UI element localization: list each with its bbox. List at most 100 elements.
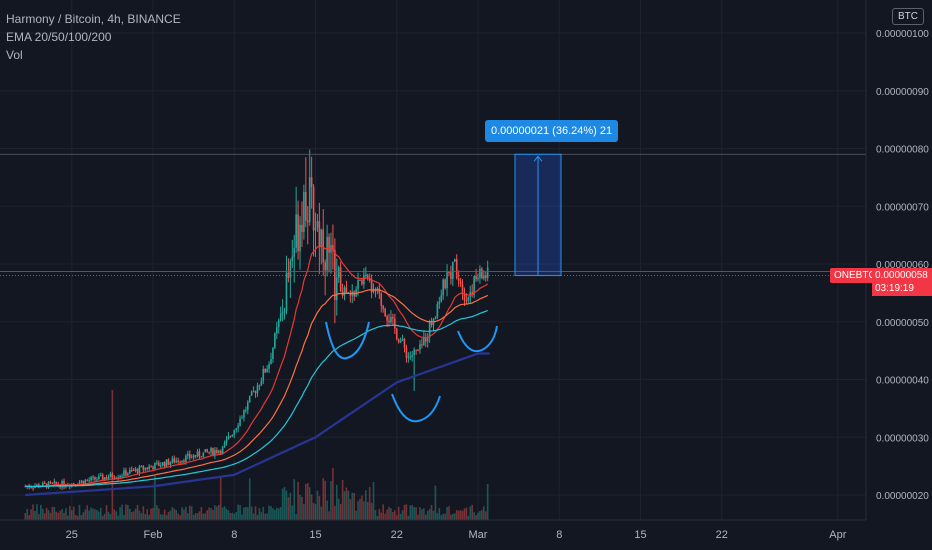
candle-body bbox=[241, 417, 243, 419]
volume-bar bbox=[24, 513, 27, 520]
candle-body bbox=[92, 476, 94, 478]
volume-bar bbox=[457, 510, 460, 520]
ema-100-line bbox=[25, 309, 488, 488]
candle-body bbox=[134, 468, 137, 471]
volume-bar bbox=[159, 514, 162, 520]
volume-bar bbox=[221, 507, 224, 520]
volume-bar bbox=[130, 511, 133, 520]
candle-body bbox=[194, 455, 197, 457]
volume-bar bbox=[202, 513, 205, 520]
volume-bar bbox=[326, 500, 328, 520]
candle-body bbox=[84, 480, 87, 484]
volume-bar bbox=[343, 491, 346, 520]
volume-bar bbox=[30, 509, 32, 520]
volume-bar bbox=[171, 507, 174, 520]
volume-bar bbox=[43, 513, 46, 520]
candle-body bbox=[202, 452, 205, 458]
volume-bar bbox=[486, 484, 489, 520]
volume-bar bbox=[26, 508, 29, 520]
volume-bar bbox=[158, 508, 160, 520]
volume-bar bbox=[355, 510, 357, 520]
volume-bar bbox=[364, 490, 367, 520]
candle-body bbox=[295, 214, 297, 248]
candle-body bbox=[198, 451, 201, 457]
currency-badge[interactable]: BTC bbox=[892, 8, 924, 25]
volume-bar bbox=[125, 504, 127, 520]
candle-body bbox=[183, 460, 185, 463]
volume-bar bbox=[339, 503, 342, 520]
candle-body bbox=[225, 439, 228, 443]
volume-bar bbox=[144, 514, 147, 520]
candle-body bbox=[55, 481, 58, 485]
volume-bar bbox=[341, 480, 344, 520]
volume-bar bbox=[39, 504, 42, 520]
volume-bar bbox=[436, 513, 439, 520]
candle-body bbox=[473, 276, 475, 295]
ema-lines bbox=[25, 244, 490, 497]
candle-body bbox=[423, 337, 425, 345]
candle-body bbox=[268, 363, 270, 369]
candle-body bbox=[248, 395, 251, 403]
candle-body bbox=[314, 227, 317, 231]
candle-body bbox=[109, 473, 112, 478]
candle-body bbox=[436, 304, 439, 318]
volume-bar bbox=[49, 512, 52, 520]
volume-bar bbox=[179, 515, 181, 520]
volume-bar bbox=[308, 487, 311, 520]
volume-bar bbox=[123, 514, 125, 520]
candle-body bbox=[214, 450, 216, 456]
volume-bar bbox=[132, 511, 135, 520]
candle-body bbox=[395, 328, 398, 340]
volume-bar bbox=[444, 513, 446, 520]
candle-body bbox=[301, 224, 303, 232]
candle-body bbox=[306, 220, 309, 223]
candle-body bbox=[409, 356, 412, 358]
volume-bar bbox=[80, 515, 83, 520]
candle-body bbox=[374, 290, 377, 292]
volume-bar bbox=[473, 512, 475, 520]
candle-body bbox=[237, 425, 239, 429]
candle-body bbox=[187, 453, 189, 456]
candle-body bbox=[72, 483, 75, 485]
volume-bar bbox=[169, 510, 172, 520]
volume-bar bbox=[368, 486, 371, 520]
volume-bar bbox=[216, 506, 218, 520]
volume-bar bbox=[475, 515, 477, 520]
time-axis[interactable]: 25 Feb 8 15 22 Mar 8 15 22 Apr bbox=[0, 519, 866, 541]
volume-legend[interactable]: Vol bbox=[6, 48, 23, 62]
symbol-title[interactable]: Harmony / Bitcoin, 4h, BINANCE bbox=[6, 12, 181, 26]
volume-bar bbox=[196, 513, 199, 520]
candle-body bbox=[484, 275, 487, 279]
volume-bar bbox=[76, 515, 79, 520]
volume-bar bbox=[192, 514, 195, 520]
ema-50-line bbox=[25, 289, 489, 488]
ema-legend[interactable]: EMA 20/50/100/200 bbox=[6, 30, 112, 44]
candle-body bbox=[219, 450, 222, 454]
volume-bar bbox=[41, 508, 44, 520]
chart-grid bbox=[0, 0, 866, 520]
candle-body bbox=[320, 229, 323, 248]
candle-body bbox=[107, 477, 110, 479]
y-tick-label: 0.00000100 bbox=[876, 29, 929, 40]
volume-bar bbox=[432, 510, 435, 520]
candle-body bbox=[78, 482, 81, 485]
volume-bar bbox=[372, 481, 375, 520]
volume-bar bbox=[434, 485, 437, 520]
price-axis[interactable]: 0.00000100 0.00000090 0.00000080 0.00000070… bbox=[865, 0, 929, 520]
volume-bar bbox=[361, 495, 363, 520]
volume-bar bbox=[407, 515, 410, 520]
volume-bar bbox=[84, 509, 87, 520]
volume-bar bbox=[225, 508, 228, 520]
volume-bar bbox=[310, 494, 313, 520]
candle-body bbox=[254, 391, 257, 394]
candle-body bbox=[146, 467, 148, 469]
volume-bar bbox=[401, 510, 404, 520]
volume-bar bbox=[471, 504, 473, 520]
candle-body bbox=[144, 467, 147, 470]
y-tick-label: 0.00000070 bbox=[876, 202, 929, 213]
candle-body bbox=[459, 280, 462, 285]
volume-bar bbox=[277, 508, 280, 520]
volume-bar bbox=[450, 514, 452, 520]
volume-bar bbox=[117, 515, 119, 520]
